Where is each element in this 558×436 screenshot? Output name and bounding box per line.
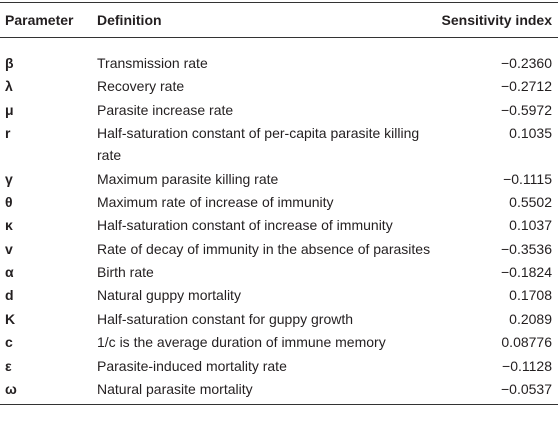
sensitivity-cell: 0.1035 <box>509 125 552 142</box>
table-row: c 1/c is the average duration of immune m… <box>0 330 558 353</box>
sensitivity-cell: −0.1128 <box>502 357 552 374</box>
parameter-cell: κ <box>5 217 13 234</box>
table-row: λ Recovery rate −0.2712 <box>0 75 558 98</box>
sensitivity-cell: −0.5972 <box>501 101 552 118</box>
definition-cell: Parasite increase rate <box>97 101 234 118</box>
parameter-cell: K <box>5 310 16 327</box>
table-row: r Half-saturation constant of per-capita … <box>0 121 558 166</box>
parameter-cell: μ <box>5 101 14 118</box>
parameter-cell: c <box>5 334 13 351</box>
parameter-cell: r <box>5 125 11 142</box>
definition-cell: Parasite-induced mortality rate <box>97 357 287 374</box>
parameter-cell: θ <box>5 193 13 210</box>
table-row: α Birth rate −0.1824 <box>0 260 558 283</box>
parameter-cell: γ <box>5 170 13 187</box>
parameter-cell: ε <box>5 357 12 374</box>
sensitivity-cell: 0.2089 <box>509 310 552 327</box>
definition-cell: Transmission rate <box>97 55 208 71</box>
sensitivity-cell: −0.0537 <box>501 380 552 397</box>
definition-cell: Maximum parasite killing rate <box>97 170 279 187</box>
definition-cell: Rate of decay of immunity in the absence… <box>97 240 431 257</box>
definition-cell: Half-saturation constant of increase of … <box>97 217 393 234</box>
header-cell: Sensitivity index <box>437 2 558 38</box>
table-row: v Rate of decay of immunity in the absenc… <box>0 237 558 260</box>
definition-cell: Birth rate <box>97 264 154 280</box>
parameter-cell: v <box>5 240 13 257</box>
header-cell: Parameter <box>0 2 97 38</box>
table-body: β Transmission rate −0.2360 λ Recovery rate −… <box>0 38 558 405</box>
table-row: ε Parasite-induced mortality rate −0.1128 <box>0 354 558 377</box>
table-row: γ Maximum parasite killing rate −0.1115 <box>0 167 558 190</box>
parameter-cell: ω <box>5 380 17 397</box>
parameter-cell: α <box>5 264 14 280</box>
parameter-cell: λ <box>5 78 13 95</box>
definition-cell: Half-saturation constant for guppy growt… <box>97 310 354 327</box>
sensitivity-table: Parameter Definition Sensitivity index β… <box>0 2 558 405</box>
table-row: κ Half-saturation constant of increase of… <box>0 214 558 237</box>
sensitivity-cell: −0.1115 <box>503 170 552 187</box>
definition-cell: Half-saturation constant of per-capita p… <box>97 125 420 164</box>
sensitivity-cell: −0.1824 <box>501 264 552 280</box>
sensitivity-cell: 0.1037 <box>509 217 552 234</box>
definition-cell: Maximum rate of increase of immunity <box>97 193 334 210</box>
sensitivity-cell: −0.2360 <box>501 55 552 71</box>
definition-cell: Natural parasite mortality <box>97 380 253 397</box>
header-cell: Definition <box>97 2 437 38</box>
sensitivity-cell: 0.08776 <box>501 334 552 351</box>
sensitivity-cell: −0.3536 <box>501 240 552 257</box>
parameter-cell: d <box>5 287 14 304</box>
sensitivity-cell: 0.5502 <box>509 193 552 210</box>
definition-cell: 1/c is the average duration of immune me… <box>97 334 386 351</box>
sensitivity-cell: 0.1708 <box>509 287 552 304</box>
table-row: ω Natural parasite mortality −0.0537 <box>0 377 558 404</box>
table-row: d Natural guppy mortality 0.1708 <box>0 284 558 307</box>
sensitivity-cell: −0.2712 <box>501 78 552 95</box>
table-header: Parameter Definition Sensitivity index <box>0 2 558 38</box>
definition-cell: Recovery rate <box>97 78 185 95</box>
table-row: K Half-saturation constant for guppy grow… <box>0 307 558 330</box>
table-row: θ Maximum rate of increase of immunity 0.5… <box>0 190 558 213</box>
definition-cell: Natural guppy mortality <box>97 287 241 304</box>
parameter-cell: β <box>5 55 14 71</box>
table-row: μ Parasite increase rate −0.5972 <box>0 98 558 121</box>
header-row: Parameter Definition Sensitivity index <box>0 2 558 38</box>
table-row: β Transmission rate −0.2360 <box>0 38 558 75</box>
